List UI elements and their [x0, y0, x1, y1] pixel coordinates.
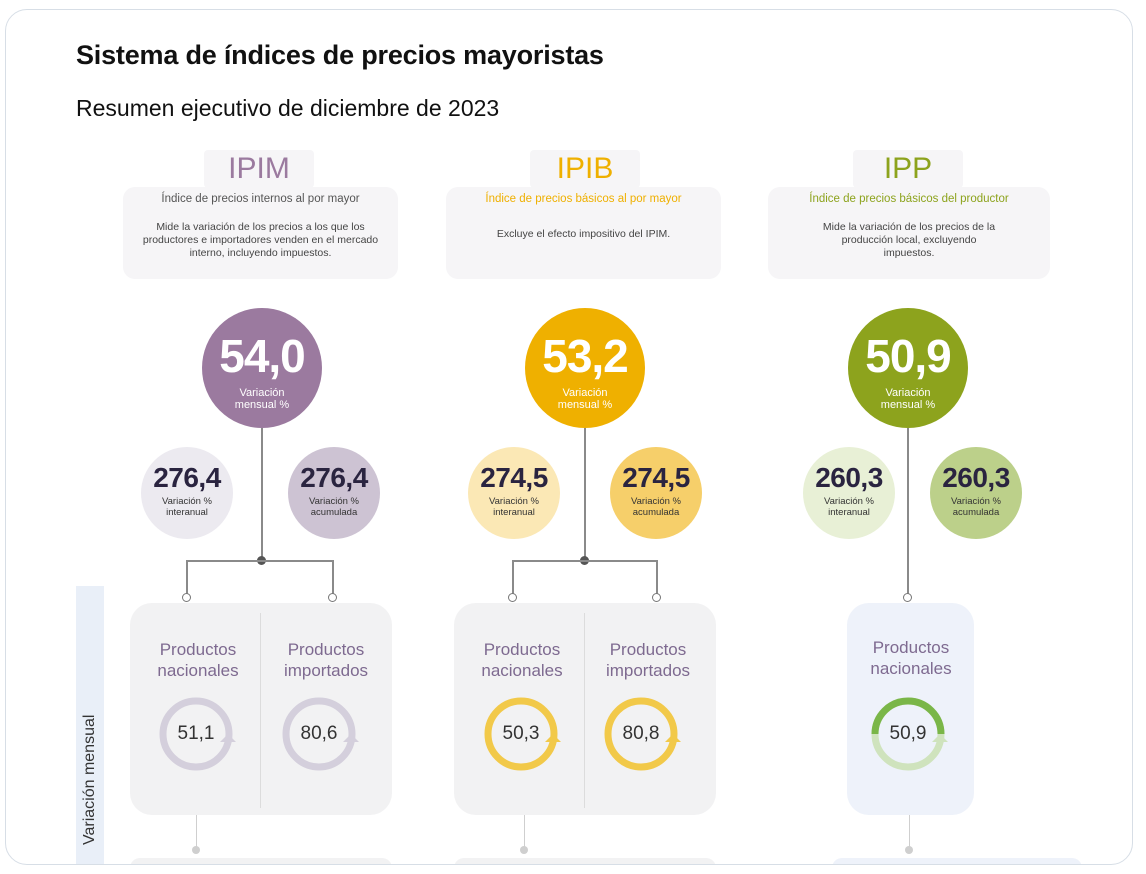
ipim-name: IPIM	[204, 150, 314, 188]
ipib-products-divider	[584, 613, 585, 808]
page-subtitle: Resumen ejecutivo de diciembre de 2023	[76, 95, 500, 121]
ipib-next-box	[454, 858, 716, 864]
ipim-national-ring	[159, 697, 236, 771]
ipib-interannual-value: 274,5	[480, 462, 548, 493]
ipp-accumulated-circle: 260,3 Variación % acumulada	[930, 447, 1022, 539]
ipib-monthly-circle: 53,2 Variación mensual %	[525, 308, 645, 428]
ipim-product-national-label: Productos nacionales	[157, 640, 239, 680]
ipib-name: IPIB	[530, 150, 640, 188]
ipim-interannual-value: 276,4	[153, 462, 221, 493]
ipim-monthly-circle: 54,0 Variación mensual %	[202, 308, 322, 428]
ipim-interannual-label: Variación % interanual	[162, 496, 212, 518]
ipim-right-drop	[332, 560, 334, 594]
ipp-interannual-value: 260,3	[815, 462, 883, 493]
ipib-right-drop	[656, 560, 658, 594]
ipim-bottom-dot	[192, 846, 200, 854]
ipim-interannual-circle: 276,4 Variación % interanual	[141, 447, 233, 539]
ipim-description: Mide la variación de los precios a los q…	[142, 221, 379, 259]
ipim-next-box	[130, 858, 392, 864]
ipim-national-value: 51,1	[177, 723, 215, 744]
ipib-interannual-label: Variación % interanual	[489, 496, 539, 518]
ipp-next-box	[832, 858, 1082, 864]
ipim-left-node	[182, 593, 191, 602]
ipib-description-box: Índice de precios básicos al por mayor E…	[446, 187, 721, 279]
ipim-imported-ring	[282, 697, 359, 771]
ipib-left-drop	[512, 560, 514, 594]
ipp-stem-line	[907, 428, 909, 594]
ipim-monthly-value: 54,0	[219, 330, 306, 382]
ipib-monthly-label: Variación mensual %	[557, 387, 613, 411]
ipim-left-drop	[186, 560, 188, 594]
ipib-accumulated-label: Variación % acumulada	[631, 496, 681, 518]
ipp-interannual-label: Variación % interanual	[824, 496, 874, 518]
ipim-right-node	[328, 593, 337, 602]
ipp-monthly-circle: 50,9 Variación mensual %	[848, 308, 968, 428]
ipp-products-box	[847, 603, 974, 815]
ipp-accumulated-label: Variación % acumulada	[951, 496, 1001, 518]
ipim-accumulated-circle: 276,4 Variación % acumulada	[288, 447, 380, 539]
side-bar	[76, 586, 104, 864]
ipib-bottom-line	[524, 815, 525, 850]
ipim-monthly-label: Variación mensual %	[234, 387, 290, 411]
ipib-product-imported-label: Productos importados	[605, 640, 691, 680]
ipp-accumulated-value: 260,3	[942, 462, 1010, 493]
side-label: Variación mensual	[81, 714, 98, 845]
ipp-national-value: 50,9	[889, 723, 927, 744]
ipim-bottom-line	[196, 815, 197, 850]
ipim-product-imported-label: Productos importados	[283, 640, 369, 680]
ipib-monthly-value: 53,2	[542, 330, 629, 382]
ipib-interannual-circle: 274,5 Variación % interanual	[468, 447, 560, 539]
ipib-accumulated-value: 274,5	[622, 462, 690, 493]
ipim-branch-line	[186, 560, 334, 562]
ipp-description-box: Índice de precios básicos del productor …	[768, 187, 1050, 279]
ipp-bottom-dot	[905, 846, 913, 854]
ipp-national-ring	[871, 697, 948, 771]
ipp-monthly-value: 50,9	[865, 330, 952, 382]
ipib-branch-line	[512, 560, 658, 562]
ipim-full-name: Índice de precios internos al por mayor	[161, 193, 360, 205]
ipim-accumulated-label: Variación % acumulada	[309, 496, 359, 518]
ipim-products-divider	[260, 613, 261, 808]
ipp-full-name: Índice de precios básicos del productor	[809, 193, 1009, 205]
ipp-product-national-label: Productos nacionales	[870, 638, 952, 678]
ipib-stem-line	[584, 428, 586, 560]
ipib-national-ring	[484, 697, 561, 771]
ipp-interannual-circle: 260,3 Variación % interanual	[803, 447, 895, 539]
ipib-imported-value: 80,8	[622, 723, 660, 744]
ipp-node	[903, 593, 912, 602]
ipib-right-node	[652, 593, 661, 602]
ipib-bottom-dot	[520, 846, 528, 854]
ipib-description: Excluye el efecto impositivo del IPIM.	[496, 228, 671, 240]
ipp-description: Mide la variación de los precios de la p…	[822, 221, 996, 259]
ipp-name: IPP	[853, 150, 963, 188]
ipib-left-node	[508, 593, 517, 602]
ipp-bottom-line	[909, 815, 910, 850]
ipib-imported-ring	[604, 697, 681, 771]
ipim-description-box: Índice de precios internos al por mayor …	[123, 187, 398, 279]
ipib-national-value: 50,3	[502, 723, 540, 744]
ipim-stem-line	[261, 428, 263, 560]
ipim-accumulated-value: 276,4	[300, 462, 368, 493]
ipim-imported-value: 80,6	[300, 723, 338, 744]
infographic-card: Sistema de índices de precios mayoristas…	[5, 9, 1133, 865]
page-title: Sistema de índices de precios mayoristas	[76, 40, 604, 70]
ipp-monthly-label: Variación mensual %	[880, 387, 936, 411]
ipib-product-national-label: Productos nacionales	[481, 640, 563, 680]
ipib-full-name: Índice de precios básicos al por mayor	[485, 193, 682, 205]
ipib-accumulated-circle: 274,5 Variación % acumulada	[610, 447, 702, 539]
